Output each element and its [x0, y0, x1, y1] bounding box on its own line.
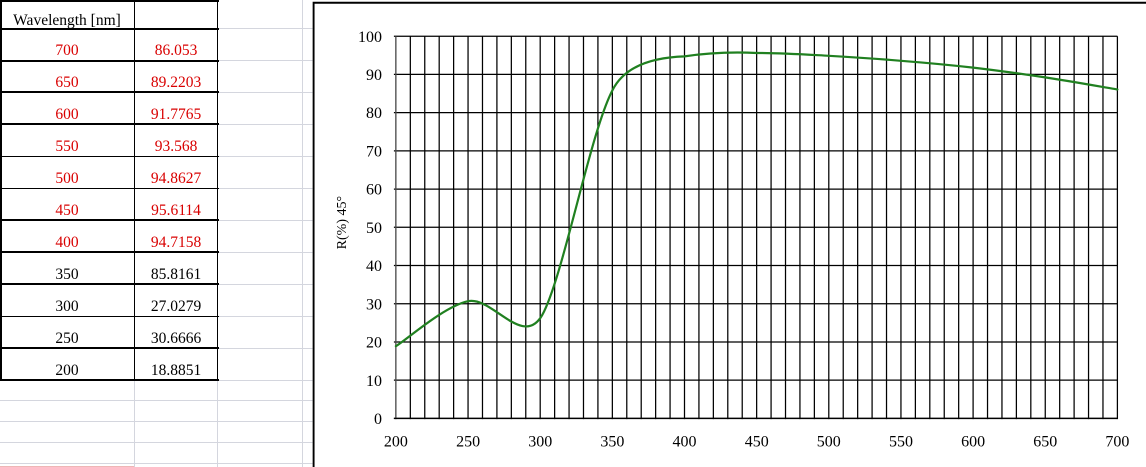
svg-text:400: 400 — [673, 434, 697, 451]
svg-text:700: 700 — [1105, 434, 1129, 451]
svg-text:R(%) 45°: R(%) 45° — [335, 196, 350, 249]
svg-text:450: 450 — [745, 434, 769, 451]
svg-text:550: 550 — [889, 434, 913, 451]
svg-text:60: 60 — [366, 182, 382, 199]
svg-text:500: 500 — [817, 434, 841, 451]
svg-text:0: 0 — [374, 411, 382, 428]
svg-text:200: 200 — [384, 434, 408, 451]
svg-text:90: 90 — [366, 67, 382, 84]
svg-text:10: 10 — [366, 373, 382, 390]
svg-text:350: 350 — [600, 434, 624, 451]
svg-text:50: 50 — [366, 220, 382, 237]
svg-text:20: 20 — [366, 335, 382, 352]
svg-text:250: 250 — [456, 434, 480, 451]
svg-text:30: 30 — [366, 296, 382, 313]
svg-text:300: 300 — [528, 434, 552, 451]
svg-text:70: 70 — [366, 144, 382, 161]
svg-text:40: 40 — [366, 258, 382, 275]
svg-text:80: 80 — [366, 105, 382, 122]
svg-text:100: 100 — [358, 29, 382, 46]
svg-text:650: 650 — [1033, 434, 1057, 451]
svg-text:600: 600 — [961, 434, 985, 451]
